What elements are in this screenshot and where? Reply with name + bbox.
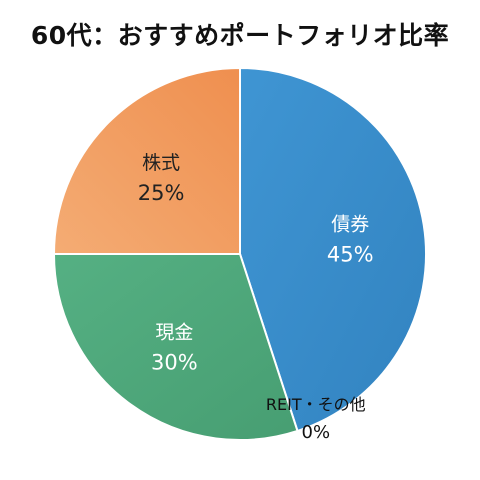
slice-label-value-2: 30% xyxy=(151,350,198,374)
pie-slice-0 xyxy=(239,66,428,433)
pie-labels: 債券 45% REIT・その他 0% 現金 30% 株式 25% xyxy=(138,152,374,443)
slice-label-name-2: 現金 xyxy=(155,321,193,343)
slice-label-name-0: 債券 xyxy=(331,214,369,236)
pie-slices xyxy=(52,66,428,441)
slice-label-value-0: 45% xyxy=(327,243,374,267)
pie-slice-2 xyxy=(52,253,299,441)
pie-slice-3 xyxy=(52,66,241,255)
slice-label-name-1: REIT・その他 xyxy=(266,395,366,414)
slice-label-value-3: 25% xyxy=(138,181,185,205)
slice-label-name-3: 株式 xyxy=(142,152,180,174)
slice-label-value-1: 0% xyxy=(302,422,331,443)
chart-title: 60代：おすすめポートフォリオ比率 xyxy=(30,21,450,50)
